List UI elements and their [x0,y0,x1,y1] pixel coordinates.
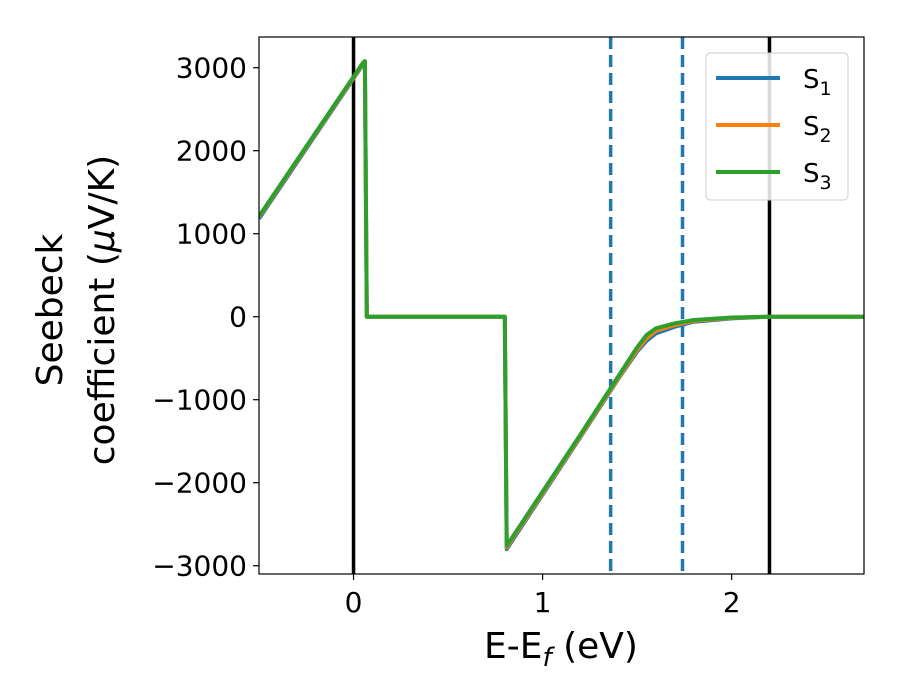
y-axis-label-line1: Seebeck [30,233,71,386]
x-tick-label: 1 [534,586,552,619]
legend: S1 S2 S3 [705,52,849,201]
series-line-s3 [259,59,864,548]
y-axis: 3000 2000 1000 0 −1000 −2000 −3000 [152,52,259,583]
y-tick-label: 1000 [176,218,247,251]
x-axis: 0 1 2 [345,574,741,619]
legend-label-s2: S2 [803,112,832,147]
y-axis-label: Seebeck coefficient (μV/K) [30,155,123,465]
y-tick-label: −2000 [152,467,247,500]
plot-frame [258,36,865,575]
x-axis-label: E-Ef (eV) [484,626,638,673]
y-tick-label: 3000 [176,52,247,85]
x-tick-label: 2 [723,586,741,619]
y-tick-label: −1000 [152,384,247,417]
y-axis-label-line2: coefficient (μV/K) [82,155,123,465]
series-lines [259,59,864,552]
legend-label-s3: S3 [803,159,832,194]
y-tick-label: 0 [229,301,247,334]
legend-label-s1: S1 [803,65,832,100]
y-tick-label: 2000 [176,135,247,168]
x-tick-label: 0 [345,586,363,619]
y-tick-label: −3000 [152,550,247,583]
